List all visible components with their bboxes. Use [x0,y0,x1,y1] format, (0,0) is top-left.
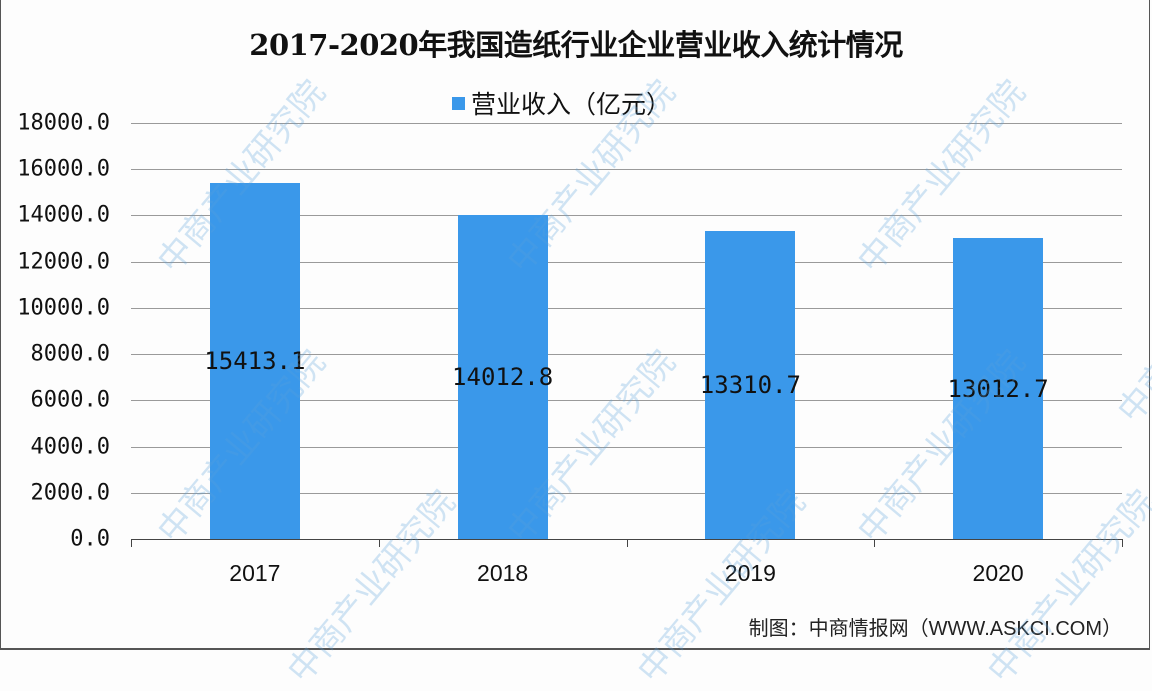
data-label: 14012.8 [452,363,554,392]
chart-frame [0,0,1150,650]
y-tick-label: 14000.0 [17,202,110,228]
x-axis-tick [131,539,132,547]
gridline [131,123,1122,124]
gridline [131,446,1122,448]
x-axis-tick [1122,539,1123,547]
x-tick-label: 2019 [724,560,776,586]
y-tick-label: 6000.0 [30,387,110,413]
x-tick-label: 2018 [477,560,529,586]
bar-2019 [705,231,796,539]
gridline [131,492,1122,494]
y-tick-label: 18000.0 [17,110,110,136]
data-label: 13310.7 [699,371,801,400]
y-tick-label: 0.0 [70,526,110,552]
chart-title: 2017-2020年我国造纸行业企业营业收入统计情况 [249,28,903,62]
bar-2020 [953,238,1044,539]
x-axis-tick [874,539,876,547]
y-tick-label: 4000.0 [30,434,110,460]
y-tick-label: 16000.0 [17,156,110,182]
source-note: 制图：中商情报网（WWW.ASKCI.COM） [748,618,1122,640]
y-tick-label: 8000.0 [30,341,110,367]
gridline [131,215,1122,217]
y-tick-label: 2000.0 [30,480,110,506]
data-label: 13012.7 [947,374,1049,403]
data-label: 15413.1 [204,346,306,375]
x-axis-tick [626,539,628,547]
gridline [131,354,1122,356]
gridline [131,261,1122,263]
bar-2018 [457,215,548,539]
legend-swatch [452,96,465,110]
gridline [131,169,1122,171]
y-tick-label: 12000.0 [17,249,110,275]
bar-2017 [209,182,300,539]
legend: 营业收入（亿元） [452,88,672,119]
gridline [131,400,1122,402]
y-tick-label: 10000.0 [17,295,110,321]
x-tick-label: 2017 [229,560,281,586]
x-axis-tick [378,539,380,547]
x-tick-label: 2020 [972,560,1024,586]
legend-label: 营业收入（亿元） [471,90,672,119]
gridline [131,307,1122,309]
